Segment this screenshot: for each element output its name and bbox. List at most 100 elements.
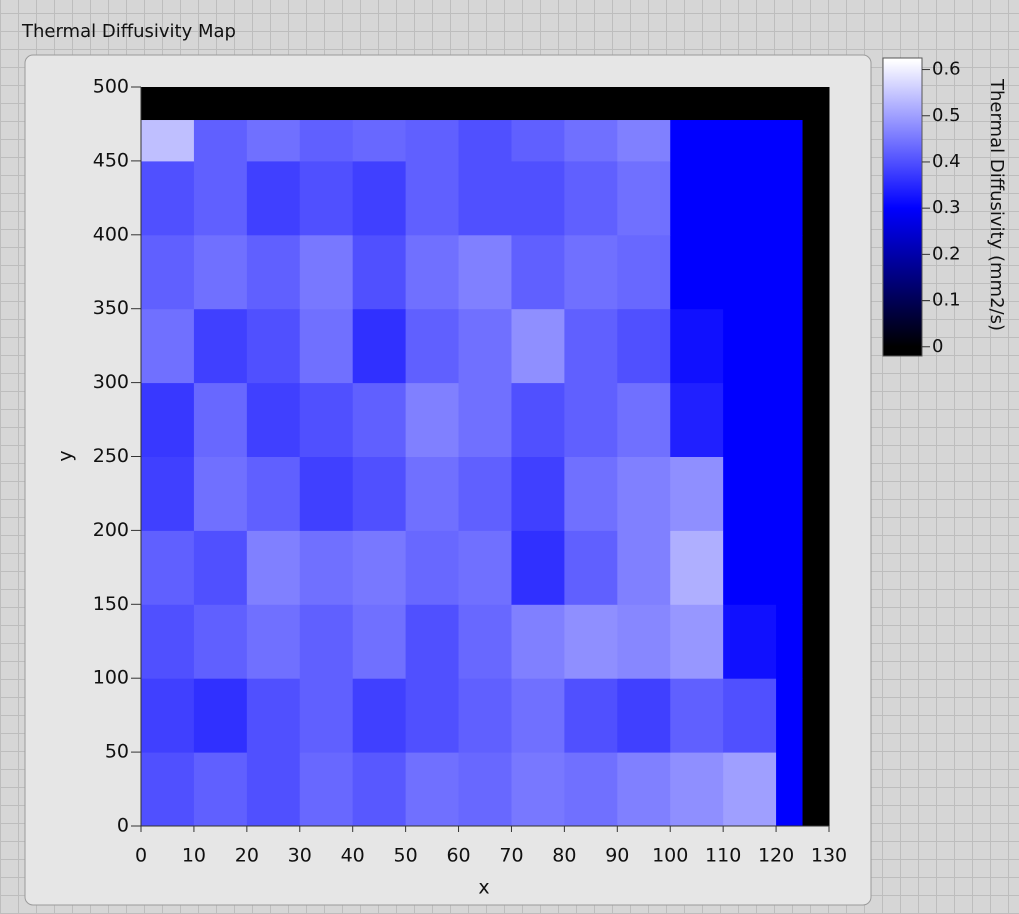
heatmap-cell	[802, 456, 830, 531]
heatmap-cell	[299, 678, 354, 753]
heatmap-cell	[141, 234, 195, 310]
y-axis-label: y	[55, 450, 77, 461]
heatmap-cell	[458, 604, 512, 679]
x-tick-label: 130	[811, 845, 847, 867]
heatmap-cell	[802, 678, 830, 753]
heatmap-cell	[246, 752, 301, 827]
heatmap-cell	[776, 752, 804, 827]
heatmap-cell	[670, 160, 724, 236]
heatmap-cell	[511, 752, 565, 827]
x-tick-label: 80	[552, 845, 576, 867]
colorbar-tick-label: 0.2	[932, 243, 961, 264]
heatmap-cell	[802, 87, 830, 121]
heatmap-cell	[802, 308, 830, 384]
heatmap-cell	[458, 530, 512, 605]
heatmap-cell	[246, 87, 301, 121]
heatmap-cell	[458, 234, 512, 310]
heatmap-cell	[193, 752, 248, 827]
heatmap-cell	[617, 87, 671, 121]
heatmap-cell	[511, 234, 565, 310]
heatmap-cell	[352, 530, 407, 605]
heatmap-cell	[299, 87, 354, 121]
heatmap-cell	[193, 160, 248, 236]
heatmap-cell	[564, 160, 618, 236]
heatmap-cell	[564, 752, 618, 827]
heatmap-cell	[405, 456, 460, 531]
heatmap-cell	[246, 308, 301, 384]
heatmap-cell	[246, 119, 301, 162]
heatmap-cell	[617, 119, 671, 162]
heatmap-cell	[776, 604, 804, 679]
heatmap-cell	[776, 678, 804, 753]
heatmap-cell	[299, 119, 354, 162]
x-tick-label: 0	[135, 845, 147, 867]
y-tick-label: 300	[93, 371, 129, 393]
heatmap-cell	[564, 456, 618, 531]
heatmap-cell	[352, 382, 407, 457]
heatmap-cell	[723, 382, 777, 457]
x-tick-label: 100	[652, 845, 688, 867]
colorbar-tick-label: 0.4	[932, 151, 961, 172]
colorbar-tick-label: 0.3	[932, 197, 961, 218]
heatmap-cell	[564, 87, 618, 121]
heatmap-cell	[246, 160, 301, 236]
y-tick-label: 0	[117, 815, 129, 837]
colorbar	[882, 57, 923, 357]
y-tick-label: 50	[105, 741, 129, 763]
heatmap-cell	[141, 604, 195, 679]
heatmap-cell	[776, 119, 804, 162]
heatmap-cell	[670, 530, 724, 605]
y-tick-label: 450	[93, 149, 129, 171]
y-tick-label: 350	[93, 297, 129, 319]
heatmap-cell	[723, 87, 777, 121]
heatmap-cell	[246, 456, 301, 531]
heatmap-cell	[141, 530, 195, 605]
heatmap-cell	[802, 160, 830, 236]
heatmap-cell	[405, 87, 460, 121]
heatmap-cell	[458, 752, 512, 827]
heatmap-cell	[458, 456, 512, 531]
heatmap-cell	[246, 234, 301, 310]
heatmap-cell	[246, 678, 301, 753]
heatmap-cell	[564, 604, 618, 679]
heatmap-cell	[458, 87, 512, 121]
heatmap-cell	[617, 160, 671, 236]
colorbar-tick-label: 0.1	[932, 290, 961, 311]
heatmap-cell	[511, 456, 565, 531]
heatmap-cell	[776, 87, 804, 121]
heatmap-cell	[352, 160, 407, 236]
heatmap-cell	[141, 87, 195, 121]
heatmap-cell	[776, 308, 804, 384]
heatmap-cell	[352, 752, 407, 827]
heatmap-cell	[193, 308, 248, 384]
heatmap-cell	[564, 119, 618, 162]
y-tick-label: 100	[93, 667, 129, 689]
x-tick-label: 60	[446, 845, 470, 867]
x-tick-label: 90	[605, 845, 629, 867]
heatmap-cell	[299, 752, 354, 827]
heatmap-cell	[458, 160, 512, 236]
heatmap-cell	[723, 752, 777, 827]
heatmap-cell	[405, 752, 460, 827]
heatmap-cell	[723, 456, 777, 531]
heatmap-cell	[802, 530, 830, 605]
heatmap-cell	[776, 382, 804, 457]
heatmap-cell	[511, 382, 565, 457]
heatmap-cell	[141, 678, 195, 753]
colorbar-tick-label: 0.5	[932, 105, 961, 126]
heatmap-cell	[564, 382, 618, 457]
heatmap-cell	[617, 530, 671, 605]
heatmap-cell	[776, 234, 804, 310]
heatmap-cell	[670, 308, 724, 384]
heatmap-cell	[670, 119, 724, 162]
heatmap-cell	[141, 382, 195, 457]
heatmap-cell	[564, 234, 618, 310]
heatmap-cell	[141, 308, 195, 384]
y-tick-label: 200	[93, 519, 129, 541]
heatmap-cell	[193, 604, 248, 679]
heatmap-cell	[299, 530, 354, 605]
chart-title: Thermal Diffusivity Map	[21, 21, 236, 42]
heatmap-cell	[299, 456, 354, 531]
colorbar-tick-label: 0.6	[932, 59, 961, 80]
heatmap-cell	[776, 530, 804, 605]
